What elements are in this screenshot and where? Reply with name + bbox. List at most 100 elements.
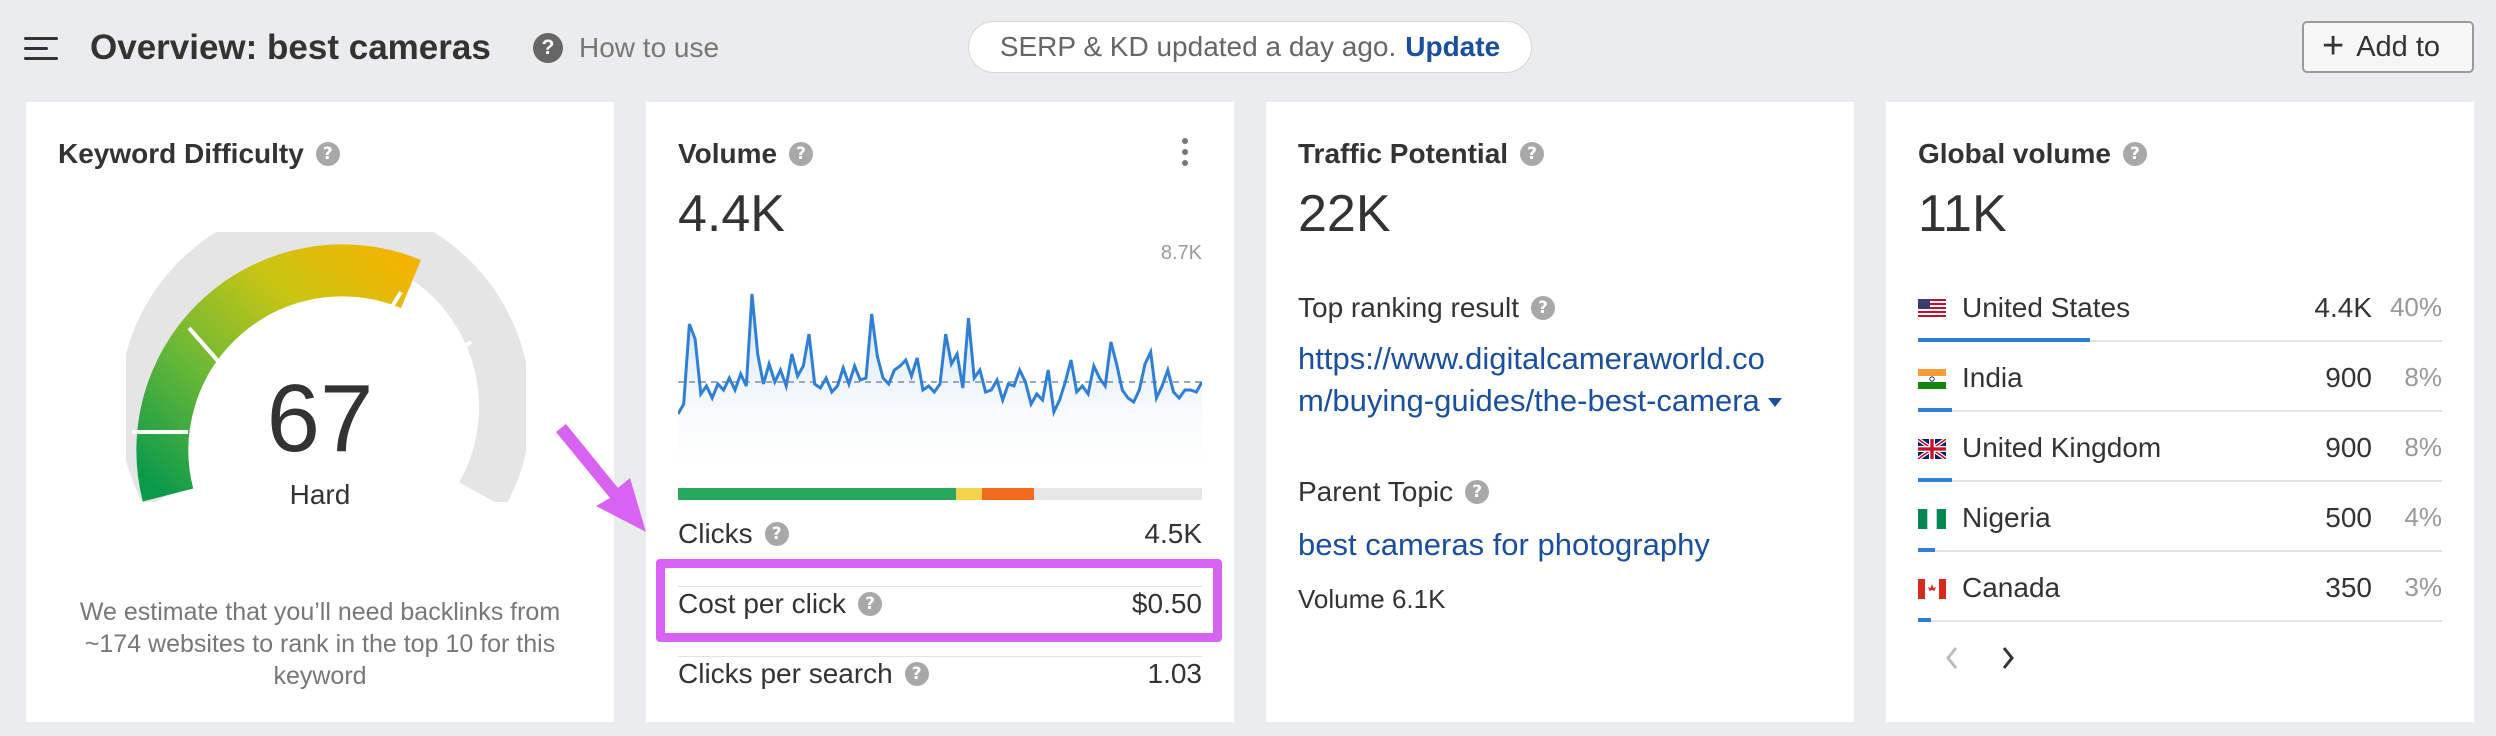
share-bar xyxy=(1918,338,2090,342)
share-bar xyxy=(1918,408,1953,412)
country-name: Nigeria xyxy=(1962,502,2051,533)
traffic-potential-card: Traffic Potential ? 22K Top ranking resu… xyxy=(1266,102,1854,722)
parent-topic-help-icon[interactable]: ? xyxy=(1465,480,1490,504)
caret-down-icon[interactable] xyxy=(1767,398,1782,408)
top-ranking-url-link[interactable]: https://www.digitalcameraworld.co m/buyi… xyxy=(1298,338,1782,422)
traffic-value: 22K xyxy=(1298,185,1391,243)
share-bar xyxy=(1918,618,1931,622)
cps-value: 1.03 xyxy=(1147,658,1203,689)
clicks-value: 4.5K xyxy=(1144,518,1202,549)
how-to-use-link[interactable]: ? How to use xyxy=(533,32,719,64)
share-track xyxy=(1918,550,2442,552)
page-title: Overview: best cameras xyxy=(90,28,491,67)
volume-line xyxy=(678,293,1202,418)
country-row-united-states[interactable]: United States 4.4K 40% xyxy=(1918,272,2442,342)
gauge-separator xyxy=(424,340,473,374)
update-link[interactable]: Update xyxy=(1405,31,1501,62)
country-row-canada[interactable]: Canada 350 3% xyxy=(1918,552,2442,622)
other-clicks-segment xyxy=(981,488,1035,500)
kd-gauge xyxy=(126,232,526,502)
plus-icon: + xyxy=(2322,24,2345,67)
country-volume: 900 xyxy=(2325,432,2372,463)
cost-per-click-row: Cost per click? $0.50 xyxy=(678,588,1202,620)
country-volume: 4.4K xyxy=(2314,292,2372,323)
volume-card-title: Volume ? xyxy=(678,138,814,170)
cps-label: Clicks per search xyxy=(678,658,893,689)
volume-trend-chart xyxy=(678,293,1202,470)
country-name: Canada xyxy=(1962,572,2061,603)
country-name: India xyxy=(1962,362,2023,393)
kd-title-label: Keyword Difficulty xyxy=(58,138,304,169)
country-percent: 40% xyxy=(2389,292,2442,322)
country-row-united-kingdom[interactable]: United Kingdom 900 8% xyxy=(1918,412,2442,482)
share-track xyxy=(1918,410,2442,412)
how-to-use-label: How to use xyxy=(579,32,720,63)
annotation-arrow-icon xyxy=(556,424,646,532)
kd-help-icon[interactable]: ? xyxy=(315,142,340,166)
add-to-button[interactable]: + Add to xyxy=(2302,21,2474,73)
traffic-help-icon[interactable]: ? xyxy=(1520,142,1545,166)
more-options-icon[interactable] xyxy=(1182,138,1190,171)
global-title-label: Global volume xyxy=(1918,138,2111,169)
cost-per-click-highlight xyxy=(656,559,1222,642)
share-track xyxy=(1918,620,2442,622)
kd-card-title: Keyword Difficulty ? xyxy=(58,138,340,170)
kd-description: We estimate that you’ll need backlinks f… xyxy=(79,598,561,690)
volume-value: 4.4K xyxy=(678,185,785,243)
country-volume: 900 xyxy=(2325,362,2372,393)
serp-status-text: SERP & KD updated a day ago. xyxy=(999,31,1397,62)
share-track xyxy=(1918,340,2442,342)
share-bar xyxy=(1918,548,1936,552)
global-value: 11K xyxy=(1918,185,2007,243)
traffic-title-label: Traffic Potential xyxy=(1298,138,1509,169)
country-percent: 8% xyxy=(2404,362,2442,392)
volume-help-icon[interactable]: ? xyxy=(789,142,814,166)
country-row-india[interactable]: India 900 8% xyxy=(1918,342,2442,412)
top-ranking-help-icon[interactable]: ? xyxy=(1531,296,1556,320)
hamburger-menu-icon[interactable] xyxy=(24,37,58,61)
kd-score: 67 xyxy=(266,365,374,472)
top-ranking-text: Top ranking result xyxy=(1298,292,1520,323)
country-row-nigeria[interactable]: Nigeria 500 4% xyxy=(1918,482,2442,552)
global-card-title: Global volume ? xyxy=(1918,138,2147,170)
country-percent: 4% xyxy=(2404,502,2442,532)
click-distribution-bar xyxy=(678,488,1202,500)
volume-title-label: Volume xyxy=(678,138,778,169)
clicks-per-search-row: Clicks per search? 1.03 xyxy=(678,658,1202,690)
divider xyxy=(678,656,1202,657)
top-ranking-label: Top ranking result ? xyxy=(1298,292,1556,324)
add-to-label: Add to xyxy=(2356,30,2441,63)
global-help-icon[interactable]: ? xyxy=(2122,142,2147,166)
parent-topic-volume: Volume 6.1K xyxy=(1298,584,1446,614)
gauge-fill xyxy=(136,244,421,502)
keyword-difficulty-card: Keyword Difficulty ? 67 Hard We estimate… xyxy=(26,102,614,722)
parent-topic-text: Parent Topic xyxy=(1298,476,1454,507)
country-volume: 350 xyxy=(2325,572,2372,603)
organic-clicks-segment xyxy=(678,488,956,500)
url-line-2: m/buying-guides/the-best-camera xyxy=(1298,383,1760,418)
share-bar xyxy=(1918,478,1953,482)
country-percent: 3% xyxy=(2404,572,2442,602)
kd-level: Hard xyxy=(289,479,351,510)
uk-flag-icon xyxy=(1918,439,1946,459)
cpc-label: Cost per click xyxy=(678,588,847,619)
chevron-right-icon[interactable] xyxy=(1998,642,2018,674)
chart-max-label: 8.7K xyxy=(1160,242,1202,264)
country-volume: 500 xyxy=(2325,502,2372,533)
divider xyxy=(678,586,1202,587)
parent-topic-link[interactable]: best cameras for photography xyxy=(1298,527,1710,562)
cpc-value: $0.50 xyxy=(1131,588,1202,619)
country-name: United States xyxy=(1962,292,2131,323)
chevron-left-icon[interactable] xyxy=(1942,642,1962,674)
url-line-1: https://www.digitalcameraworld.co xyxy=(1298,341,1765,376)
parent-topic-label: Parent Topic ? xyxy=(1298,476,1490,508)
cps-help-icon[interactable]: ? xyxy=(904,662,929,686)
us-flag-icon xyxy=(1918,299,1946,319)
top-header: Overview: best cameras ? How to use SERP… xyxy=(0,0,2496,100)
clicks-help-icon[interactable]: ? xyxy=(764,522,789,546)
nigeria-flag-icon xyxy=(1918,509,1946,529)
cpc-help-icon[interactable]: ? xyxy=(858,592,883,616)
india-flag-icon xyxy=(1918,369,1946,389)
gauge-separator xyxy=(372,290,403,338)
traffic-card-title: Traffic Potential ? xyxy=(1298,138,1545,170)
